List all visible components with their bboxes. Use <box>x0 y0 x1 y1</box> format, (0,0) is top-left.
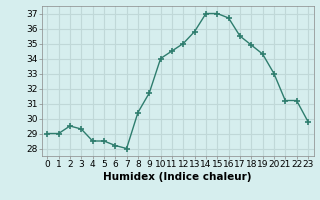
X-axis label: Humidex (Indice chaleur): Humidex (Indice chaleur) <box>103 172 252 182</box>
